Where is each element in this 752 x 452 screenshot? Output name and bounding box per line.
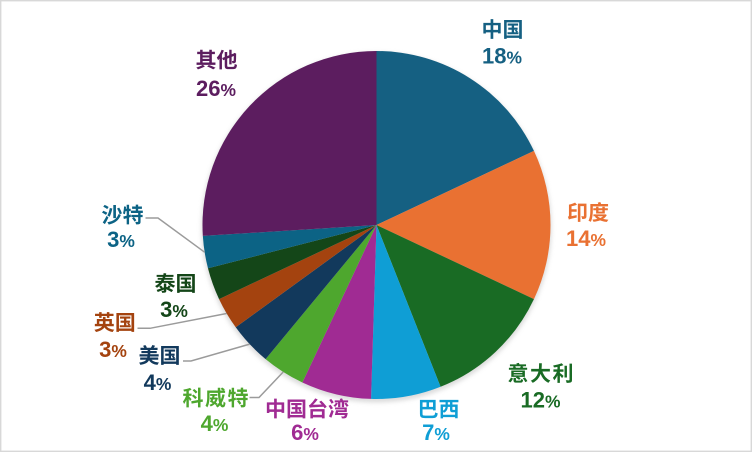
- svg-text:26%: 26%: [196, 76, 236, 101]
- svg-text:14%: 14%: [566, 226, 606, 251]
- svg-text:18%: 18%: [482, 44, 522, 69]
- svg-text:3%: 3%: [107, 227, 135, 252]
- svg-text:3%: 3%: [99, 337, 127, 362]
- svg-text:4%: 4%: [201, 411, 229, 436]
- svg-text:12%: 12%: [521, 388, 561, 413]
- svg-text:6%: 6%: [291, 420, 319, 445]
- svg-text:4%: 4%: [144, 370, 172, 395]
- svg-text:7%: 7%: [422, 420, 450, 445]
- svg-text:3%: 3%: [160, 297, 188, 322]
